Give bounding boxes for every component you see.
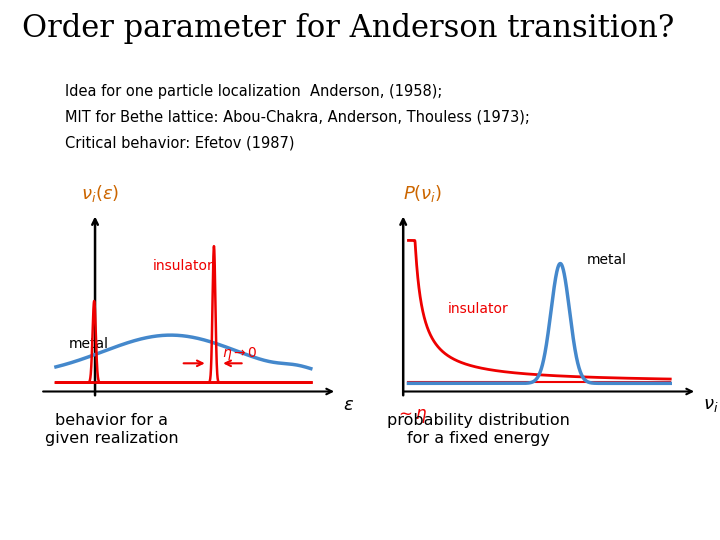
Text: $\epsilon$: $\epsilon$ <box>343 396 354 414</box>
Text: Order parameter for Anderson transition?: Order parameter for Anderson transition? <box>22 14 674 44</box>
Text: Critical behavior: Efetov (1987): Critical behavior: Efetov (1987) <box>65 136 294 151</box>
Text: metal: metal <box>68 338 109 352</box>
Text: metal: metal <box>587 253 626 267</box>
Text: Idea for one particle localization  Anderson, (1958);: Idea for one particle localization Ander… <box>65 84 442 99</box>
Text: behavior for a
given realization: behavior for a given realization <box>45 413 179 446</box>
Text: $\nu_i(\epsilon)$: $\nu_i(\epsilon)$ <box>81 183 119 204</box>
Text: probability distribution
for a fixed energy: probability distribution for a fixed ene… <box>387 413 570 446</box>
Text: $\nu_i$: $\nu_i$ <box>703 396 719 414</box>
Text: insulator: insulator <box>448 301 508 315</box>
Text: $\sim \eta$: $\sim \eta$ <box>395 408 427 426</box>
Text: $P(\nu_i)$: $P(\nu_i)$ <box>403 183 443 204</box>
Text: insulator: insulator <box>153 259 214 273</box>
Text: $\eta$$\rightarrow$0: $\eta$$\rightarrow$0 <box>222 346 257 362</box>
Text: MIT for Bethe lattice: Abou-Chakra, Anderson, Thouless (1973);: MIT for Bethe lattice: Abou-Chakra, Ande… <box>65 110 530 125</box>
